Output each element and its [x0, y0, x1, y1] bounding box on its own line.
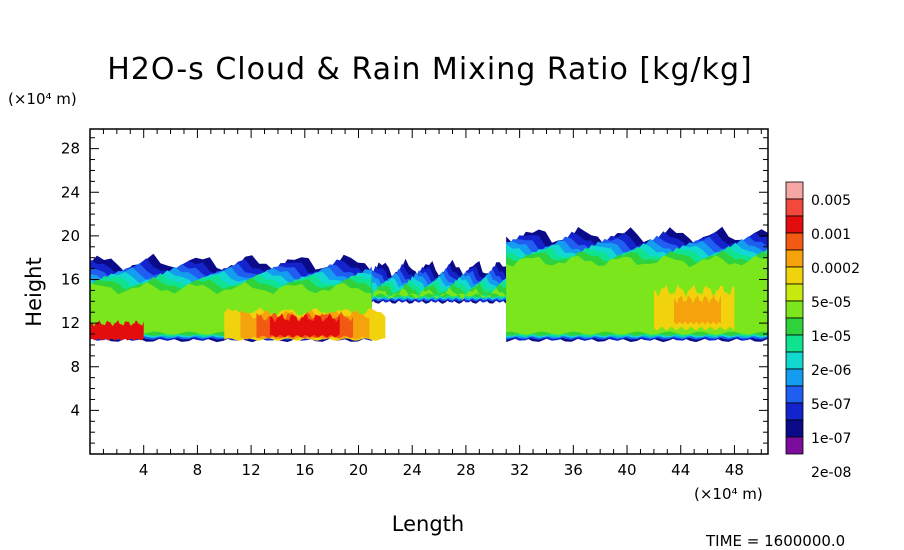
- colorbar-swatch: [785, 351, 804, 370]
- y-tick-label: 8: [70, 358, 80, 376]
- colorbar-swatch: [785, 436, 804, 455]
- colorbar-swatch: [785, 198, 804, 217]
- colorbar-swatch: [785, 249, 804, 268]
- colorbar-label: 0.001: [811, 227, 851, 243]
- x-tick-label: 48: [725, 461, 744, 479]
- x-tick-label: 8: [193, 461, 203, 479]
- x-tick-label: 20: [349, 461, 368, 479]
- y-tick-label: 16: [61, 271, 80, 289]
- plot-frame: [89, 128, 769, 455]
- x-tick-label: 16: [295, 461, 314, 479]
- x-unit-label: (×10⁴ m): [694, 485, 763, 503]
- colorbar-swatch: [785, 266, 804, 285]
- x-tick-label: 40: [617, 461, 636, 479]
- colorbar-swatch: [785, 300, 804, 319]
- colorbar-swatch: [785, 232, 804, 251]
- x-tick-label: 28: [456, 461, 475, 479]
- x-tick-label: 44: [671, 461, 690, 479]
- colorbar-swatch: [785, 368, 804, 387]
- colorbar-label: 5e-05: [811, 295, 851, 311]
- colorbar-swatch: [785, 283, 804, 302]
- x-tick-label: 4: [139, 461, 149, 479]
- x-axis-label: Length: [391, 512, 465, 536]
- colorbar-swatch: [785, 419, 804, 438]
- x-tick-label: 12: [242, 461, 261, 479]
- colorbar-swatch: [785, 317, 804, 336]
- cloud-core-right-inner: [674, 294, 721, 325]
- cloud-core-3: [269, 313, 340, 338]
- colorbar-label: 0.005: [811, 193, 851, 209]
- y-tick-label: 28: [61, 140, 80, 158]
- colorbar-swatch: [785, 181, 804, 200]
- colorbar-label: 1e-05: [811, 329, 851, 345]
- colorbar-swatch: [785, 215, 804, 234]
- colorbar-label: 1e-07: [811, 431, 851, 447]
- y-tick-label: 12: [61, 314, 80, 332]
- y-tick-label: 4: [70, 401, 80, 419]
- chart-title: H2O-s Cloud & Rain Mixing Ratio [kg/kg]: [107, 52, 753, 87]
- colorbar-label: 5e-07: [811, 397, 851, 413]
- colorbar-swatch: [785, 385, 804, 404]
- x-tick-label: 24: [403, 461, 422, 479]
- x-tick-label: 36: [564, 461, 583, 479]
- y-tick-label: 24: [61, 183, 80, 201]
- colorbar-swatch: [785, 334, 804, 353]
- colorbar-label: 0.0002: [811, 261, 860, 277]
- y-unit-label: (×10⁴ m): [8, 90, 77, 108]
- colorbar-label: 2e-06: [811, 363, 851, 379]
- colorbar-swatch: [785, 402, 804, 421]
- cloud-contour-1-7: [371, 287, 507, 301]
- colorbar-label: 2e-08: [811, 465, 851, 481]
- x-tick-label: 32: [510, 461, 529, 479]
- cloud-core-left: [90, 320, 144, 341]
- y-tick-label: 20: [61, 227, 80, 245]
